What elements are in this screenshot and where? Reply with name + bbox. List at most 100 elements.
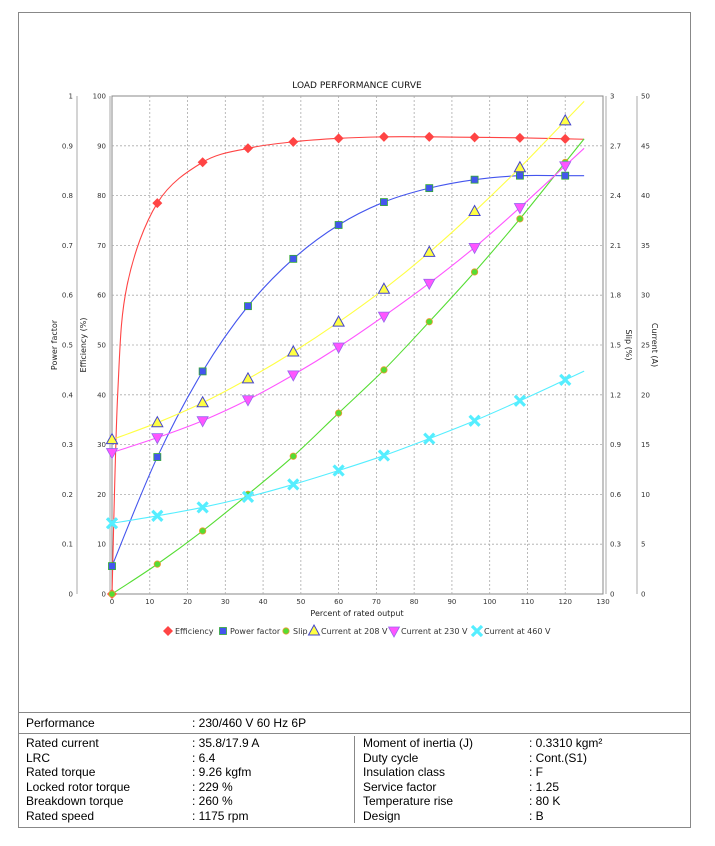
data-point — [198, 367, 207, 376]
legend-item: Current at 230 V — [387, 626, 468, 638]
data-point — [286, 344, 300, 357]
power_factor-tick-label: 1 — [69, 93, 73, 101]
data-point — [560, 133, 571, 144]
data-point — [468, 242, 481, 255]
data-point — [378, 131, 389, 142]
data-point — [289, 452, 297, 460]
current-axis-title: Current (A) — [650, 323, 659, 367]
data-point — [332, 464, 345, 477]
data-point — [513, 394, 527, 407]
series-slip — [108, 138, 585, 598]
x-tick-label: 80 — [410, 598, 419, 606]
power_factor-tick-label: 0.9 — [62, 142, 73, 150]
data-point — [288, 136, 299, 147]
legend-item: Current at 460 V — [470, 624, 551, 638]
data-point — [332, 342, 345, 354]
spec-row: Rated torque: 9.26 kgfm — [26, 765, 354, 780]
legend-label: Current at 230 V — [401, 627, 468, 636]
data-point — [241, 371, 255, 384]
spec-row: Moment of inertia (J): 0.3310 kgm² — [363, 736, 691, 751]
efficiency-axis-title: Efficiency (%) — [79, 318, 88, 373]
power_factor-axis-title: Power factor — [50, 319, 59, 370]
current-tick-label: 25 — [641, 342, 650, 350]
current-tick-label: 35 — [641, 242, 650, 250]
legend-label: Efficiency — [175, 627, 214, 636]
current-tick-label: 40 — [641, 192, 650, 200]
series-current-at-208-v — [105, 101, 585, 445]
spec-value: : 1175 rpm — [192, 808, 249, 823]
data-point — [287, 478, 300, 491]
data-point — [334, 221, 343, 229]
spec-label: Insulation class — [363, 765, 446, 779]
efficiency-tick-label: 70 — [97, 242, 106, 250]
spec-value: : 6.4 — [192, 750, 216, 765]
spec-label: Rated current — [26, 736, 99, 750]
power_factor-tick-label: 0.1 — [62, 541, 73, 549]
legend-label: Current at 208 V — [321, 627, 388, 636]
x-tick-label: 90 — [447, 598, 456, 606]
efficiency-tick-label: 10 — [97, 541, 106, 549]
spec-value: : 80 K — [529, 794, 561, 808]
legend-marker-circle — [282, 627, 290, 635]
efficiency-tick-label: 0 — [102, 591, 106, 599]
legend-marker-square — [219, 627, 227, 635]
data-point — [335, 409, 343, 417]
power_factor-tick-label: 0.4 — [62, 391, 74, 399]
spec-label: Design — [363, 808, 401, 823]
data-point — [380, 198, 388, 206]
spec-value: : Cont.(S1) — [529, 750, 588, 765]
power_factor-tick-label: 0 — [69, 591, 73, 599]
data-point — [425, 318, 433, 326]
spec-row: Breakdown torque: 260 % — [26, 794, 354, 809]
data-point — [424, 131, 435, 142]
data-point — [559, 373, 572, 386]
series-current-at-230-v — [105, 147, 585, 460]
x-tick-label: 110 — [521, 598, 534, 606]
efficiency-tick-label: 80 — [97, 192, 106, 200]
current-tick-label: 45 — [641, 142, 650, 150]
data-point — [289, 254, 298, 263]
spec-table: Performance : 230/460 V 60 Hz 6P Rated c… — [18, 712, 691, 823]
data-point — [558, 113, 572, 126]
efficiency-tick-label: 50 — [97, 342, 106, 350]
power_factor-tick-label: 0.6 — [62, 292, 74, 300]
data-point — [513, 160, 527, 173]
current-tick-label: 20 — [641, 391, 650, 399]
data-point — [561, 171, 570, 180]
spec-row: Duty cycle: Cont.(S1) — [363, 751, 691, 766]
data-point — [108, 590, 116, 598]
legend-label: Slip — [293, 627, 308, 636]
data-point — [380, 366, 388, 374]
spec-column-right: Moment of inertia (J): 0.3310 kgm² Duty c… — [354, 736, 691, 823]
efficiency-tick-label: 30 — [97, 441, 106, 449]
data-point — [332, 315, 345, 327]
data-point — [151, 509, 164, 522]
data-point — [333, 133, 344, 144]
data-point — [105, 448, 119, 460]
spec-row: Locked rotor torque: 229 % — [26, 780, 354, 795]
spec-value: : B — [529, 808, 544, 823]
data-point — [377, 449, 391, 462]
performance-value: : 230/460 V 60 Hz 6P — [192, 716, 307, 730]
spec-row: Rated current: 35.8/17.9 A — [26, 736, 354, 751]
data-point — [105, 432, 119, 445]
spec-label: Temperature rise — [363, 794, 454, 808]
legend-label: Power factor — [230, 627, 281, 636]
slip-tick-label: 0.3 — [610, 541, 621, 549]
x-tick-label: 0 — [110, 598, 114, 606]
slip-tick-label: 0.9 — [610, 441, 621, 449]
power_factor-tick-label: 0.2 — [62, 491, 73, 499]
spec-row: Rated speed: 1175 rpm — [26, 809, 354, 824]
legend-marker-diamond — [163, 626, 173, 636]
x-tick-label: 60 — [334, 598, 343, 606]
efficiency-tick-label: 90 — [97, 142, 106, 150]
slip-tick-label: 0 — [610, 591, 614, 599]
data-point — [470, 175, 479, 184]
data-point — [516, 215, 524, 223]
data-point — [422, 245, 436, 257]
spec-label: Moment of inertia (J) — [363, 736, 474, 750]
current-tick-label: 5 — [641, 541, 645, 549]
data-point — [150, 415, 164, 428]
data-point — [151, 433, 164, 445]
